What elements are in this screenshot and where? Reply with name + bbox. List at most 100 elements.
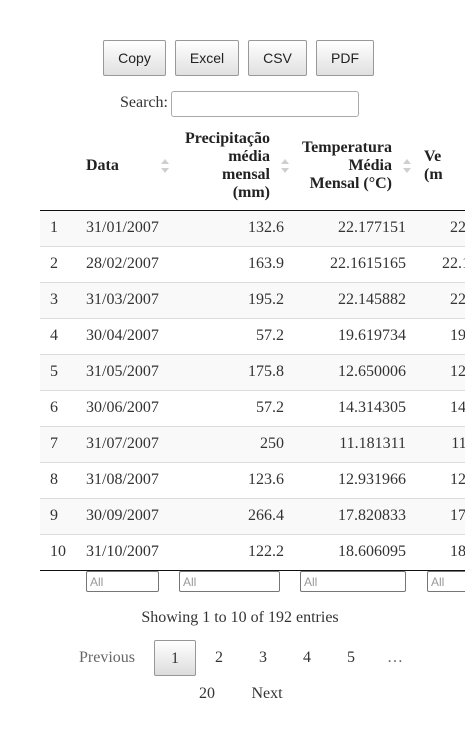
filter-temperature-input[interactable] [300, 571, 406, 592]
cell-index: 10 [40, 533, 80, 571]
cell-next-column: 18.606095 [418, 533, 465, 571]
table-row: 1 31/01/2007 132.6 22.177151 22.177151 [40, 210, 465, 246]
cell-temperature: 12.650006 [296, 353, 418, 390]
cell-precipitation: 250 [174, 425, 296, 462]
page-button-2[interactable]: 2 [215, 649, 223, 666]
cell-index: 8 [40, 461, 80, 498]
cell-precipitation: 195.2 [174, 281, 296, 318]
header-date[interactable]: Data [80, 122, 174, 211]
header-precipitation-line: mensal [222, 165, 270, 183]
cell-date: 31/01/2007 [80, 210, 174, 246]
header-next-column[interactable]: Ve (m [418, 122, 465, 211]
cell-temperature: 17.820833 [296, 497, 418, 534]
filter-next-column-input[interactable] [427, 571, 465, 592]
previous-button[interactable]: Previous [79, 649, 135, 666]
cell-index: 5 [40, 353, 80, 390]
column-filters [0, 571, 465, 593]
table-row: 9 30/09/2007 266.4 17.820833 17.820833 [40, 497, 465, 534]
search-label: Search: [120, 94, 168, 111]
cell-next-column: 19.619734 [418, 317, 465, 354]
sort-icon [160, 157, 170, 175]
table-row: 6 30/06/2007 57.2 14.314305 14.314305 [40, 389, 465, 426]
data-table: Data Precipitação média mensal (mm) Temp… [40, 122, 465, 571]
cell-date: 31/08/2007 [80, 461, 174, 498]
cell-next-column: 12.650006 [418, 353, 465, 390]
cell-temperature: 11.181311 [296, 425, 418, 462]
cell-date: 31/05/2007 [80, 353, 174, 390]
cell-next-column: 14.314305 [418, 389, 465, 426]
cell-next-column: 17.820833 [418, 497, 465, 534]
filter-precipitation-input[interactable] [179, 571, 280, 592]
header-temperature-line: Temperatura [301, 138, 392, 156]
cell-precipitation: 163.9 [174, 245, 296, 282]
header-temperature-line: Mensal (°C) [309, 174, 392, 192]
sort-icon [402, 157, 412, 175]
page-button-1[interactable]: 1 [154, 640, 196, 676]
cell-date: 31/10/2007 [80, 533, 174, 571]
cell-precipitation: 266.4 [174, 497, 296, 534]
header-next-line: (m [424, 165, 443, 183]
cell-temperature: 22.177151 [296, 210, 418, 246]
search-input[interactable] [171, 91, 359, 117]
data-table-container: Data Precipitação média mensal (mm) Temp… [40, 122, 465, 571]
cell-precipitation: 122.2 [174, 533, 296, 571]
cell-date: 31/03/2007 [80, 281, 174, 318]
table-row: 3 31/03/2007 195.2 22.145882 22.145882 [40, 281, 465, 318]
page-button-4[interactable]: 4 [303, 649, 311, 666]
cell-index: 4 [40, 317, 80, 354]
table-row: 8 31/08/2007 123.6 12.931966 12.931966 [40, 461, 465, 498]
header-precipitation-line: média [228, 147, 270, 165]
table-row: 7 31/07/2007 250 11.181311 11.181311 [40, 425, 465, 462]
page-button-20[interactable]: 20 [199, 685, 215, 702]
cell-next-column: 22.1615165 [418, 245, 465, 282]
cell-date: 31/07/2007 [80, 425, 174, 462]
cell-temperature: 19.619734 [296, 317, 418, 354]
cell-date: 28/02/2007 [80, 245, 174, 282]
cell-temperature: 18.606095 [296, 533, 418, 571]
cell-next-column: 11.181311 [418, 425, 465, 462]
table-row: 5 31/05/2007 175.8 12.650006 12.650006 [40, 353, 465, 390]
copy-button[interactable]: Copy [103, 40, 166, 76]
pdf-button[interactable]: PDF [316, 40, 374, 76]
cell-next-column: 12.931966 [418, 461, 465, 498]
cell-index: 9 [40, 497, 80, 534]
header-temperature[interactable]: Temperatura Média Mensal (°C) [296, 122, 418, 211]
cell-next-column: 22.145882 [418, 281, 465, 318]
cell-temperature: 22.1615165 [296, 245, 418, 282]
cell-date: 30/09/2007 [80, 497, 174, 534]
excel-button[interactable]: Excel [175, 40, 239, 76]
table-row: 4 30/04/2007 57.2 19.619734 19.619734 [40, 317, 465, 354]
table-row: 2 28/02/2007 163.9 22.1615165 22.1615165 [40, 245, 465, 282]
cell-precipitation: 175.8 [174, 353, 296, 390]
cell-temperature: 22.145882 [296, 281, 418, 318]
table-row: 10 31/10/2007 122.2 18.606095 18.606095 [40, 533, 465, 571]
csv-button[interactable]: CSV [248, 40, 307, 76]
header-temperature-line: Média [348, 156, 392, 174]
table-info: Showing 1 to 10 of 192 entries [141, 609, 339, 626]
header-date-label: Data [86, 156, 119, 174]
filter-date-input[interactable] [86, 571, 159, 592]
header-index[interactable] [40, 122, 80, 211]
cell-precipitation: 57.2 [174, 317, 296, 354]
cell-date: 30/04/2007 [80, 317, 174, 354]
next-button[interactable]: Next [251, 685, 283, 702]
cell-precipitation: 132.6 [174, 210, 296, 246]
cell-precipitation: 123.6 [174, 461, 296, 498]
cell-index: 6 [40, 389, 80, 426]
page-button-3[interactable]: 3 [259, 649, 267, 666]
sort-icon [280, 157, 290, 175]
table-header-row: Data Precipitação média mensal (mm) Temp… [40, 122, 465, 211]
cell-precipitation: 57.2 [174, 389, 296, 426]
pagination-ellipsis: … [387, 649, 403, 666]
header-precipitation-line: Precipitação [184, 129, 270, 147]
cell-index: 7 [40, 425, 80, 462]
cell-temperature: 12.931966 [296, 461, 418, 498]
page-button-5[interactable]: 5 [347, 649, 355, 666]
header-precipitation[interactable]: Precipitação média mensal (mm) [174, 122, 296, 211]
header-next-line: Ve [424, 147, 442, 165]
cell-temperature: 14.314305 [296, 389, 418, 426]
cell-index: 2 [40, 245, 80, 282]
cell-index: 3 [40, 281, 80, 318]
header-precipitation-line: (mm) [232, 183, 270, 201]
cell-date: 30/06/2007 [80, 389, 174, 426]
